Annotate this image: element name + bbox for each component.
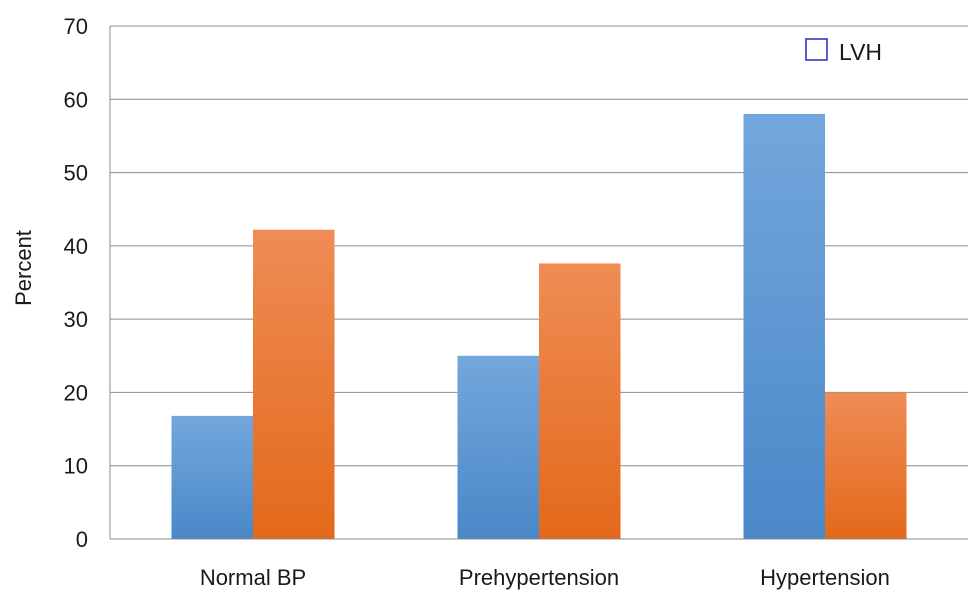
axis-labels: 0 10 20 30 40 50 60 70 Normal BP Prehypertension H… (64, 14, 890, 590)
y-tick-label: 10 (64, 454, 88, 479)
y-tick-label: 60 (64, 87, 88, 112)
bar-series2-hypertension (825, 392, 907, 539)
y-axis-label: Percent (11, 230, 36, 306)
bar-series2-prehypertension (539, 263, 621, 539)
y-tick-label: 30 (64, 307, 88, 332)
bar-series1-prehypertension (457, 355, 539, 539)
y-tick-label: 40 (64, 234, 88, 259)
bars (171, 113, 907, 539)
bar-series2-normal-bp (253, 229, 335, 539)
x-tick-label: Normal BP (200, 565, 306, 590)
legend-swatch-lvh (805, 38, 828, 61)
bar-series1-normal-bp (171, 415, 253, 539)
legend-label-lvh: LVH (839, 39, 882, 65)
bar-series1-hypertension (743, 113, 825, 539)
x-tick-label: Prehypertension (459, 565, 619, 590)
x-tick-label: Hypertension (760, 565, 890, 590)
y-tick-label: 70 (64, 14, 88, 39)
legend: LVH (805, 38, 882, 65)
axes (109, 26, 968, 540)
y-tick-label: 50 (64, 161, 88, 186)
y-tick-label: 0 (76, 527, 88, 552)
y-tick-label: 20 (64, 380, 88, 405)
